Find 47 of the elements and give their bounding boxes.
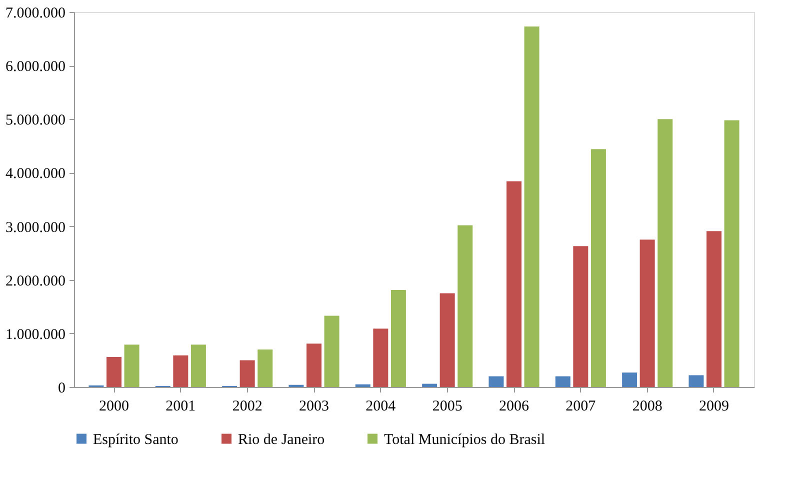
bar (488, 376, 504, 387)
bar (724, 120, 740, 387)
bar (258, 350, 273, 387)
y-tick-label: 5.000.000 (6, 112, 66, 129)
y-tick-label: 4.000.000 (6, 166, 66, 182)
x-tick-label: 2000 (99, 398, 129, 414)
bar (688, 375, 704, 387)
x-tick-label: 2007 (566, 398, 596, 414)
bar (458, 225, 473, 387)
x-tick-label: 2003 (299, 398, 329, 414)
legend-label: Espírito Santo (93, 432, 178, 448)
bar (190, 344, 206, 387)
bar (355, 384, 370, 387)
x-tick-label: 2001 (166, 398, 196, 414)
bar (440, 293, 455, 387)
x-tick-label: 2005 (432, 398, 462, 414)
legend-label: Total Municípios do Brasil (384, 432, 546, 448)
bar (373, 328, 388, 387)
bar (422, 384, 438, 387)
y-tick-label: 3.000.000 (6, 220, 66, 236)
y-tick-label: 2.000.000 (6, 273, 66, 290)
bar (106, 357, 122, 387)
bar (240, 360, 255, 387)
bar (590, 149, 606, 387)
x-tick-label: 2002 (232, 398, 262, 414)
bar (640, 240, 655, 387)
y-tick-label: 1.000.000 (6, 326, 66, 343)
bar (658, 119, 673, 387)
x-tick-label: 2004 (366, 398, 396, 414)
bar (124, 344, 140, 387)
bar (173, 355, 188, 387)
y-tick-label: 7.000.000 (6, 6, 66, 22)
bar (324, 316, 340, 387)
y-tick-label: 0 (58, 380, 66, 396)
bar (306, 344, 322, 387)
x-tick-label: 2008 (632, 398, 662, 414)
bar (524, 26, 540, 387)
legend-label: Rio de Janeiro (238, 432, 325, 448)
bar (506, 181, 522, 387)
bar (622, 372, 638, 387)
bar (706, 231, 722, 387)
bar (390, 290, 406, 387)
x-tick-label: 2006 (499, 398, 530, 414)
x-tick-label: 2009 (699, 398, 729, 414)
bar (555, 376, 570, 387)
bar (573, 246, 588, 387)
y-tick-label: 6.000.000 (6, 59, 66, 76)
